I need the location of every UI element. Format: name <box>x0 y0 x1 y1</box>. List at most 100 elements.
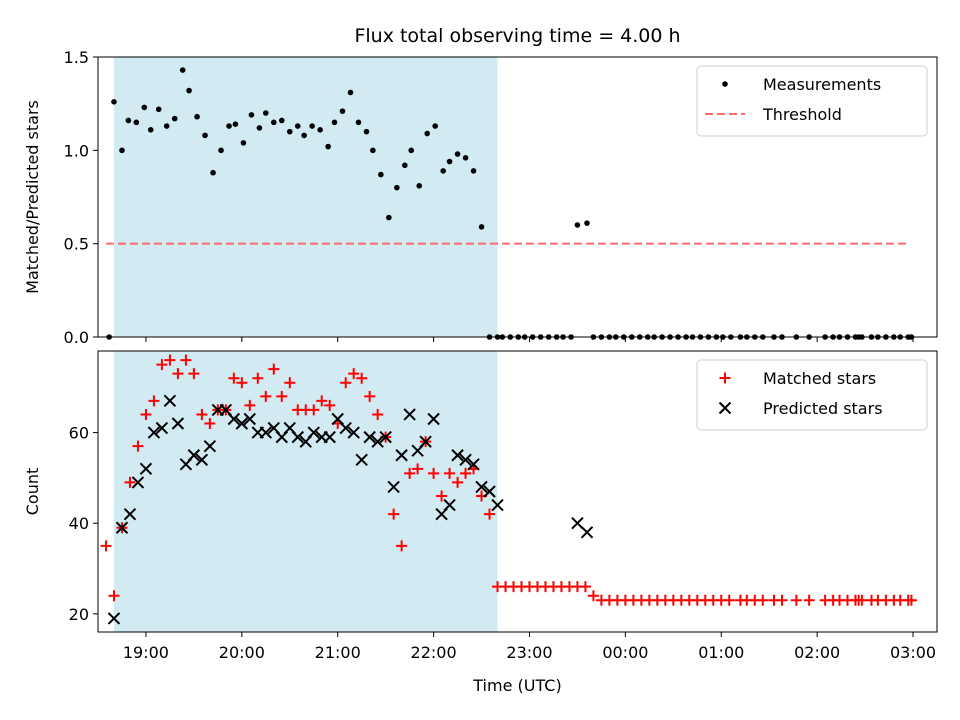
data-point <box>171 417 185 430</box>
legend-marker-x <box>718 401 732 415</box>
data-point <box>364 390 376 402</box>
y-tick-label: 1.0 <box>64 141 89 160</box>
data-point <box>443 498 456 512</box>
data-point <box>100 540 112 552</box>
data-point <box>427 412 440 426</box>
data-point <box>294 123 301 129</box>
y-tick-label: 0.0 <box>64 328 89 347</box>
legend-label: Matched stars <box>763 369 876 388</box>
x-tick-label: 22:00 <box>411 643 457 662</box>
data-point <box>370 147 376 154</box>
data-point <box>163 123 170 129</box>
data-point <box>574 222 581 228</box>
data-point <box>432 123 438 129</box>
data-point <box>186 87 192 94</box>
legend-box <box>696 359 928 431</box>
data-point <box>416 183 423 189</box>
data-point <box>180 354 192 366</box>
data-point <box>475 480 488 494</box>
shaded-interval <box>113 351 498 632</box>
data-point <box>270 119 277 126</box>
data-point <box>308 404 320 416</box>
data-point <box>155 106 162 113</box>
data-point <box>124 476 136 488</box>
data-point <box>260 390 272 402</box>
data-point <box>776 594 788 606</box>
legend-marker-dot <box>722 81 728 87</box>
data-point <box>467 458 480 471</box>
data-point <box>286 128 293 135</box>
data-point <box>108 590 120 602</box>
y-tick-label: 20 <box>69 605 89 624</box>
data-point <box>446 158 453 165</box>
data-point <box>356 372 368 384</box>
chart-title: Flux total observing time = 4.00 h <box>354 25 680 47</box>
data-point <box>331 119 338 126</box>
data-point <box>301 132 307 139</box>
data-point <box>284 377 296 389</box>
legend-box <box>696 65 928 137</box>
data-point <box>276 390 288 402</box>
data-point <box>454 151 461 157</box>
data-point <box>131 476 145 489</box>
data-point <box>404 467 416 479</box>
data-point <box>394 184 400 191</box>
data-point <box>339 421 352 435</box>
data-point <box>371 435 384 448</box>
data-point <box>402 162 408 169</box>
data-point <box>347 426 360 439</box>
shaded-interval <box>113 57 498 337</box>
data-point <box>451 449 464 462</box>
data-point <box>408 147 415 154</box>
data-point <box>256 125 263 131</box>
legend-marker-plus <box>719 372 731 384</box>
data-point <box>340 377 352 389</box>
data-point <box>579 581 591 593</box>
data-point <box>428 467 440 479</box>
bottom-plot: 20 40 60 19:00 20:00 21:00 22:00 23:00 00:00 01:0… <box>23 350 938 695</box>
data-point <box>323 430 336 444</box>
data-point <box>194 113 200 120</box>
data-point <box>263 110 269 116</box>
legend-label: Predicted stars <box>763 399 883 418</box>
data-point <box>119 147 125 154</box>
data-point <box>412 463 424 475</box>
data-point <box>236 377 248 389</box>
data-point <box>179 67 186 73</box>
data-point <box>155 421 169 435</box>
top-plot: 0.0 0.5 1.0 1.5 Matched/Predicted stars Flux … <box>23 25 938 347</box>
x-tick-label: 03:00 <box>890 643 936 662</box>
x-tick-label: 20:00 <box>219 643 265 662</box>
data-point <box>171 115 178 122</box>
data-point <box>248 112 255 118</box>
data-point <box>856 594 868 606</box>
data-point <box>478 224 485 230</box>
data-point <box>386 214 392 221</box>
data-point <box>244 399 256 411</box>
data-point <box>470 168 477 174</box>
data-point <box>424 130 431 137</box>
data-point <box>440 168 446 174</box>
data-point <box>339 108 346 114</box>
data-point <box>164 354 176 366</box>
data-point <box>363 430 376 444</box>
data-point <box>484 508 496 520</box>
data-point <box>584 220 590 226</box>
y-axis-label: Count <box>23 468 42 516</box>
data-point <box>139 462 153 476</box>
data-point <box>462 155 469 161</box>
data-point <box>452 476 464 488</box>
data-point <box>140 408 152 420</box>
data-point <box>133 119 140 126</box>
data-point <box>388 508 400 520</box>
x-tick-label: 01:00 <box>698 643 744 662</box>
x-tick-label: 02:00 <box>794 643 840 662</box>
data-point <box>259 426 273 439</box>
data-point <box>378 171 384 178</box>
data-point <box>115 521 129 534</box>
x-tick-label: 23:00 <box>506 643 552 662</box>
data-point <box>188 368 200 380</box>
data-point <box>202 132 208 139</box>
data-point <box>757 594 769 606</box>
